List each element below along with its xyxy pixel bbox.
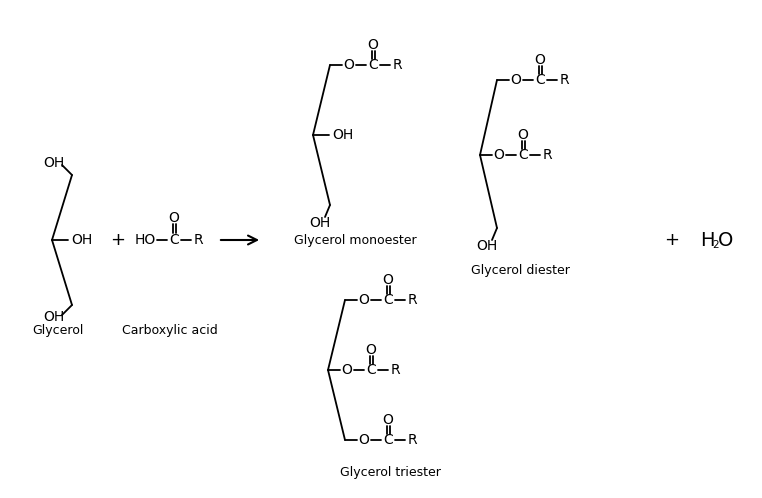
Text: C: C: [383, 433, 393, 447]
Text: O: O: [511, 73, 521, 87]
Text: O: O: [718, 231, 733, 249]
Text: O: O: [383, 413, 393, 427]
Text: +: +: [664, 231, 680, 249]
Text: O: O: [359, 433, 370, 447]
Text: OH: OH: [43, 156, 65, 170]
Text: R: R: [392, 58, 402, 72]
Text: R: R: [407, 433, 417, 447]
Text: O: O: [366, 343, 376, 357]
Text: OH: OH: [476, 239, 498, 253]
Text: Glycerol monoester: Glycerol monoester: [293, 234, 416, 247]
Text: O: O: [344, 58, 354, 72]
Text: R: R: [543, 148, 552, 162]
Text: C: C: [368, 58, 378, 72]
Text: C: C: [366, 363, 376, 377]
Text: O: O: [341, 363, 353, 377]
Text: O: O: [494, 148, 504, 162]
Text: C: C: [518, 148, 528, 162]
Text: OH: OH: [43, 310, 65, 324]
Text: HO: HO: [134, 233, 155, 247]
Text: O: O: [383, 273, 393, 287]
Text: +: +: [110, 231, 126, 249]
Text: O: O: [367, 38, 379, 52]
Text: O: O: [535, 53, 546, 67]
Text: OH: OH: [332, 128, 354, 142]
Text: C: C: [383, 293, 393, 307]
Text: Glycerol diester: Glycerol diester: [471, 263, 569, 276]
Text: O: O: [168, 211, 179, 225]
Text: R: R: [407, 293, 417, 307]
Text: Glycerol triester: Glycerol triester: [340, 466, 440, 479]
Text: C: C: [535, 73, 545, 87]
Text: Carboxylic acid: Carboxylic acid: [122, 324, 218, 337]
Text: R: R: [559, 73, 568, 87]
Text: R: R: [194, 233, 203, 247]
Text: OH: OH: [72, 233, 93, 247]
Text: H: H: [700, 231, 715, 249]
Text: R: R: [390, 363, 400, 377]
Text: Glycerol: Glycerol: [32, 324, 84, 337]
Text: O: O: [359, 293, 370, 307]
Text: C: C: [169, 233, 179, 247]
Text: 2: 2: [712, 240, 719, 250]
Text: OH: OH: [309, 216, 331, 230]
Text: O: O: [517, 128, 528, 142]
